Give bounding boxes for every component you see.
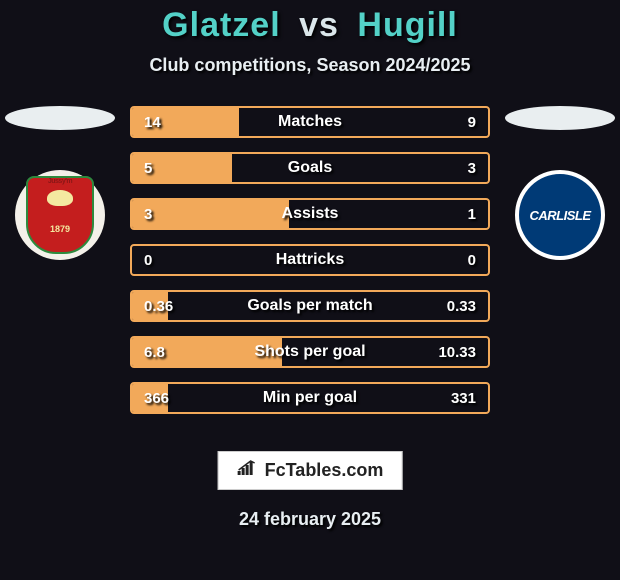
line-chart-icon xyxy=(237,460,257,481)
stat-label: Matches xyxy=(132,113,488,131)
stat-row: 6.8Shots per goal10.33 xyxy=(130,336,490,368)
brand-text: FcTables.com xyxy=(265,460,384,481)
stat-row: 0Hattricks0 xyxy=(130,244,490,276)
team-badge-carlisle: CARLISLE xyxy=(515,170,605,260)
stat-label: Goals xyxy=(132,159,488,177)
stat-label: Assists xyxy=(132,205,488,223)
stat-label: Min per goal xyxy=(132,389,488,407)
side-left: Jussy'm xyxy=(0,106,120,260)
badge-top-text: Jussy'm xyxy=(48,178,72,185)
stat-label: Shots per goal xyxy=(132,343,488,361)
brand-box: FcTables.com xyxy=(218,451,403,490)
vs-title: Glatzel vs Hugill xyxy=(0,6,620,45)
stat-row: 3Assists1 xyxy=(130,198,490,230)
stat-value-right: 1 xyxy=(468,206,476,223)
stat-row: 14Matches9 xyxy=(130,106,490,138)
badge-wordmark: CARLISLE xyxy=(530,208,591,223)
vs-separator: vs xyxy=(291,6,347,44)
player2-name: Hugill xyxy=(357,6,457,44)
stat-row: 5Goals3 xyxy=(130,152,490,184)
subtitle: Club competitions, Season 2024/2025 xyxy=(0,55,620,76)
player1-name: Glatzel xyxy=(162,6,280,44)
stat-row: 366Min per goal331 xyxy=(130,382,490,414)
player1-portrait xyxy=(5,106,115,130)
team-badge-swindon: Jussy'm xyxy=(15,170,105,260)
stat-value-right: 0.33 xyxy=(447,298,476,315)
stat-row: 0.36Goals per match0.33 xyxy=(130,290,490,322)
stat-value-right: 9 xyxy=(468,114,476,131)
stat-value-right: 0 xyxy=(468,252,476,269)
badge-bird-icon xyxy=(47,190,73,206)
side-right: CARLISLE xyxy=(500,106,620,260)
stat-label: Hattricks xyxy=(132,251,488,269)
content: Jussy'm CARLISLE 14Matches95Goals33Assis… xyxy=(0,106,620,436)
stat-rows: 14Matches95Goals33Assists10Hattricks00.3… xyxy=(130,106,490,428)
stat-value-right: 3 xyxy=(468,160,476,177)
stat-value-right: 10.33 xyxy=(438,344,476,361)
date: 24 february 2025 xyxy=(0,509,620,530)
player2-portrait xyxy=(505,106,615,130)
header: Glatzel vs Hugill Club competitions, Sea… xyxy=(0,0,620,76)
stat-value-right: 331 xyxy=(451,390,476,407)
stat-label: Goals per match xyxy=(132,297,488,315)
